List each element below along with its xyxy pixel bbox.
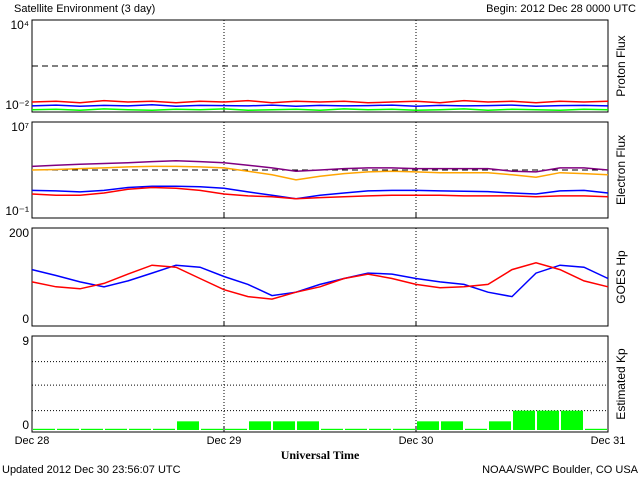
- y-axis-label: GOES Hp: [614, 250, 628, 304]
- kp-bar: [201, 428, 223, 430]
- x-tick-label: Dec 30: [399, 435, 434, 447]
- series-line: [31, 165, 609, 181]
- kp-bar: [33, 428, 55, 430]
- kp-bar: [153, 428, 175, 430]
- y-tick-label: 10⁴: [10, 18, 29, 32]
- y-tick-label: 0: [22, 312, 29, 326]
- kp-bar: [249, 421, 271, 430]
- kp-bar: [585, 428, 607, 430]
- kp-bar: [273, 421, 295, 430]
- series-line: [31, 159, 609, 173]
- kp-bar: [81, 428, 103, 430]
- panel-frame: [31, 227, 609, 327]
- kp-bar: [441, 421, 463, 430]
- panel-frame: [31, 19, 609, 113]
- kp-bar: [297, 421, 319, 430]
- y-axis-label: Electron Flux: [614, 135, 628, 205]
- begin-time: Begin: 2012 Dec 28 0000 UTC: [486, 3, 636, 15]
- kp-bar: [177, 421, 199, 430]
- kp-bar: [129, 428, 151, 430]
- x-axis-label: Universal Time: [281, 448, 360, 462]
- kp-bar: [393, 428, 415, 430]
- kp-bar: [369, 428, 391, 430]
- source: NOAA/SWPC Boulder, CO USA: [482, 464, 639, 476]
- kp-bar: [225, 428, 247, 430]
- kp-bar: [345, 428, 367, 430]
- y-tick-label: 0: [22, 418, 29, 432]
- kp-bar: [57, 428, 79, 430]
- chart-title: Satellite Environment (3 day): [14, 3, 155, 15]
- y-axis-label: Proton Flux: [614, 35, 628, 96]
- series-line: [31, 262, 609, 300]
- x-tick-label: Dec 29: [207, 435, 242, 447]
- y-tick-label: 9: [22, 334, 29, 348]
- kp-bar: [561, 410, 583, 430]
- kp-bar: [417, 421, 439, 430]
- x-tick-label: Dec 28: [15, 435, 50, 447]
- series-line: [31, 186, 609, 200]
- y-tick-label: 10⁻¹: [5, 204, 29, 218]
- series-line: [31, 99, 609, 104]
- series-line: [31, 264, 609, 298]
- y-axis-label: Estimated Kp: [614, 348, 628, 420]
- kp-bar: [465, 428, 487, 430]
- series-line: [31, 103, 609, 107]
- x-tick-label: Dec 31: [591, 435, 626, 447]
- y-tick-label: 200: [9, 226, 29, 240]
- kp-bar: [537, 410, 559, 430]
- series-line: [31, 108, 609, 112]
- updated-time: Updated 2012 Dec 30 23:56:07 UTC: [2, 464, 181, 476]
- kp-bar: [105, 428, 127, 430]
- kp-bar: [513, 410, 535, 430]
- kp-bar: [489, 421, 511, 430]
- series-line: [31, 185, 609, 200]
- y-tick-label: 10⁷: [11, 120, 29, 134]
- kp-bar: [321, 428, 343, 430]
- y-tick-label: 10⁻²: [5, 98, 29, 112]
